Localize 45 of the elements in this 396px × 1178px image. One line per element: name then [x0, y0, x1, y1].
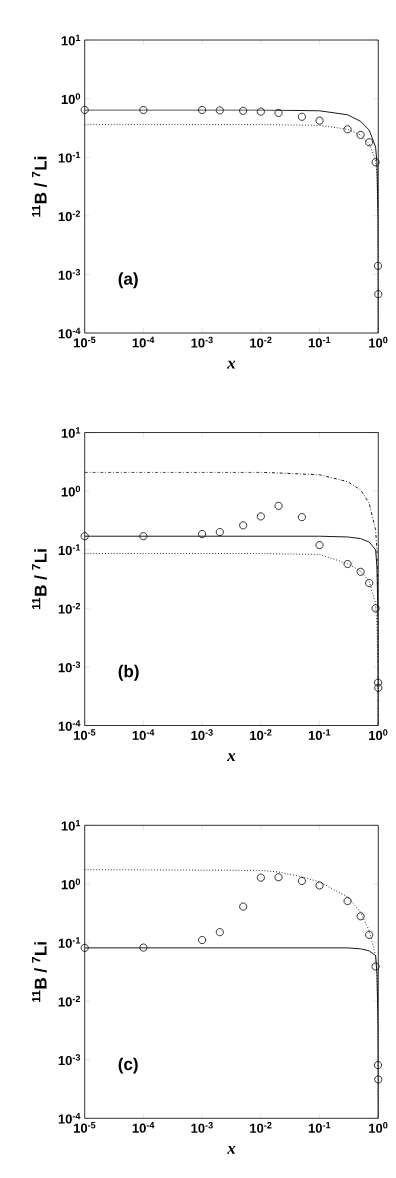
- x-tick-label: 10$^{0}$: [369, 1122, 388, 1133]
- y-tick-label: 10$^{1}$: [61, 819, 81, 831]
- x-tick-label: 10$^{-1}$: [308, 336, 331, 348]
- x-axis-title: x: [227, 360, 236, 369]
- x-axis-title: x: [227, 1145, 236, 1154]
- x-tick-label: 10$^{0}$: [369, 729, 388, 741]
- x-tick-label: 10$^{-1}$: [308, 729, 331, 740]
- x-tick-label: 10$^{-3}$: [191, 336, 213, 348]
- x-tick-label: 10$^{-5}$: [73, 336, 96, 348]
- y-tick-label: 10$^{1}$: [61, 427, 81, 438]
- y-tick-label: 10$^{-2}$: [58, 995, 81, 1007]
- y-tick-label: 10$^{-2}$: [58, 602, 81, 614]
- annotation: (a): [118, 272, 138, 289]
- y-tick-label: 10$^{-4}$: [58, 327, 81, 339]
- y-tick-label: 10$^{0}$: [61, 485, 81, 497]
- annotation: (c): [118, 1057, 138, 1074]
- annotation: (b): [118, 664, 139, 681]
- x-tick-label: 10$^{-3}$: [191, 729, 213, 741]
- y-tick-label: 10$^{-3}$: [58, 269, 81, 280]
- y-tick-label: 10$^{0}$: [61, 878, 81, 890]
- y-tick-label: 10$^{0}$: [61, 93, 81, 105]
- x-tick-label: 10$^{-2}$: [250, 1122, 272, 1133]
- y-tick-label: 10$^{-4}$: [58, 720, 81, 731]
- x-tick-label: 10$^{-4}$: [132, 1122, 155, 1133]
- y-tick-label: 10$^{1}$: [61, 34, 81, 46]
- y-axis-title: $^{11}$B / $^{7}$Li: [32, 549, 47, 610]
- x-axis-title: x: [227, 753, 236, 761]
- x-tick-label: 10$^{0}$: [369, 336, 388, 348]
- x-tick-label: 10$^{-2}$: [250, 729, 272, 741]
- y-tick-label: 10$^{-3}$: [58, 1054, 81, 1066]
- y-tick-label: 10$^{-2}$: [58, 210, 81, 222]
- y-tick-label: 10$^{-1}$: [58, 151, 81, 163]
- x-tick-label: 10$^{-1}$: [308, 1122, 331, 1133]
- y-axis-title: $^{11}$B / $^{7}$Li: [32, 942, 47, 1002]
- x-tick-label: 10$^{-3}$: [191, 1122, 213, 1133]
- x-tick-label: 10$^{-4}$: [132, 729, 155, 740]
- y-tick-label: 10$^{-1}$: [58, 544, 81, 556]
- y-tick-label: 10$^{-4}$: [58, 1112, 81, 1124]
- y-tick-label: 10$^{-1}$: [58, 937, 81, 948]
- x-tick-label: 10$^{-2}$: [250, 336, 272, 348]
- x-tick-label: 10$^{-5}$: [73, 1122, 96, 1133]
- y-tick-label: 10$^{-3}$: [58, 661, 81, 673]
- x-tick-label: 10$^{-5}$: [73, 729, 96, 740]
- x-tick-label: 10$^{-4}$: [132, 336, 155, 348]
- y-axis-title: $^{11}$B / $^{7}$Li: [32, 156, 47, 217]
